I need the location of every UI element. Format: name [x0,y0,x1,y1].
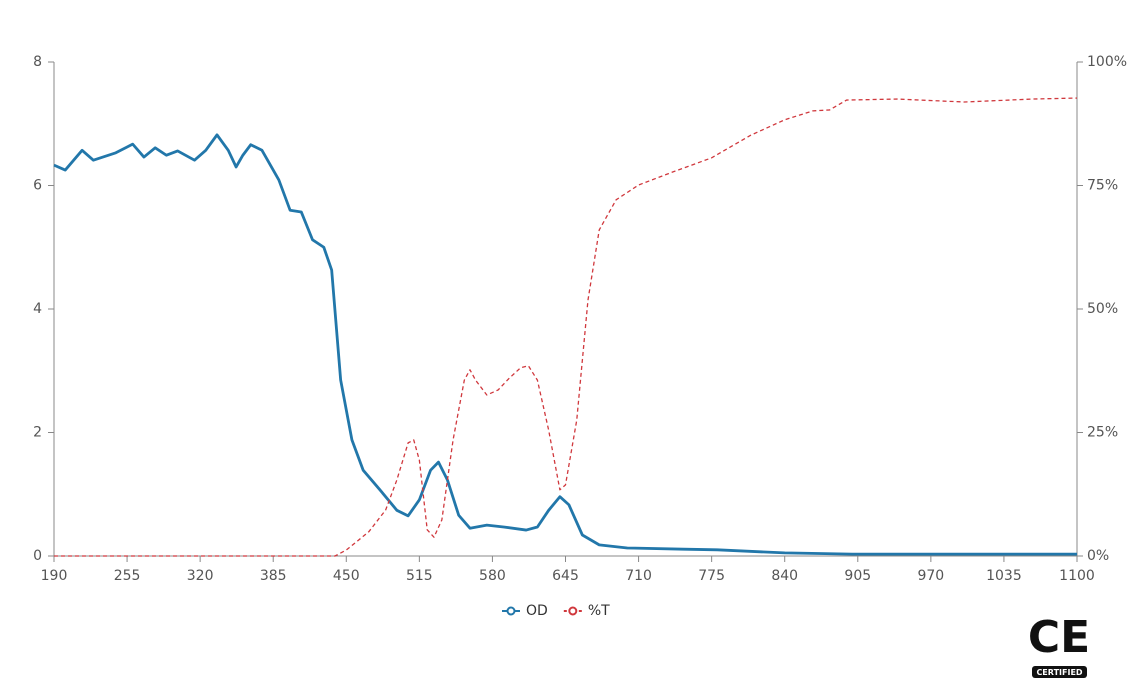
x-tick-label: 450 [333,568,360,584]
legend-label: OD [526,603,548,619]
series-line [53,133,1077,556]
legend-marker [506,606,516,616]
badge-mark: CE [1028,612,1090,663]
y-tick-label: 4 [33,301,42,317]
x-tick-label: 645 [552,568,579,584]
x-tick-label: 580 [479,568,506,584]
x-tick-label: 515 [406,568,433,584]
x-tick-label: 775 [698,568,725,584]
y2-tick-label: 75% [1087,178,1118,194]
x-tick-label: 840 [771,568,798,584]
badge-box [1032,666,1087,678]
legend-label: %T [588,603,610,619]
badge: CE CERTIFIED [1028,612,1090,678]
x-tick-label: 255 [114,568,141,584]
x-tick-label: 190 [41,568,68,584]
y-tick-label: 6 [33,178,42,194]
y-tick-label: 2 [33,425,42,441]
x-tick-label: 970 [917,568,944,584]
x-tick-label: 1035 [986,568,1022,584]
legend-marker [568,606,578,616]
y2-tick-label: 50% [1087,301,1118,317]
y2-tick-label: 100% [1087,54,1127,70]
series-line [54,97,1078,557]
y2-tick-label: 0% [1087,548,1109,564]
x-tick-label: 385 [260,568,287,584]
badge-label: CERTIFIED [1036,668,1082,677]
x-tick-label: 905 [844,568,871,584]
x-tick-label: 1100 [1059,568,1095,584]
y-tick-label: 8 [33,54,42,70]
y2-tick-label: 25% [1087,425,1118,441]
x-tick-label: 710 [625,568,652,584]
y-tick-label: 0 [33,548,42,564]
x-tick-label: 320 [187,568,214,584]
